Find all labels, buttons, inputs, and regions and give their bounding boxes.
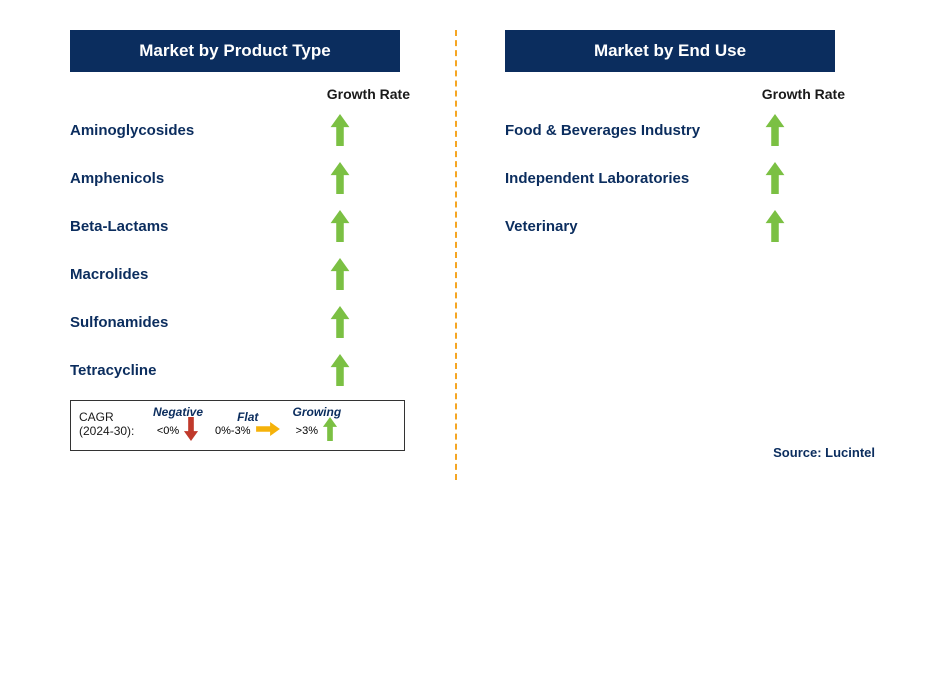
growing-arrow-icon <box>745 210 805 242</box>
row-label: Tetracycline <box>70 362 310 379</box>
growing-arrow-icon <box>310 306 370 338</box>
table-row: Macrolides <box>70 250 450 298</box>
growing-arrow-icon <box>310 258 370 290</box>
row-label: Sulfonamides <box>70 314 310 331</box>
panel-divider <box>455 30 457 480</box>
legend-range-label: >3% <box>296 425 318 437</box>
flat-arrow-icon <box>255 422 281 439</box>
panel-end-use: Market by End Use Growth Rate Food & Bev… <box>505 30 885 480</box>
row-label: Macrolides <box>70 266 310 283</box>
row-label: Independent Laboratories <box>505 170 745 187</box>
table-row: Amphenicols <box>70 154 450 202</box>
header-end-use: Market by End Use <box>505 30 835 72</box>
row-label: Beta-Lactams <box>70 218 310 235</box>
table-row: Beta-Lactams <box>70 202 450 250</box>
growth-rate-label-right: Growth Rate <box>505 86 845 102</box>
row-label: Aminoglycosides <box>70 122 310 139</box>
legend-item-growing: Growing>3% <box>293 405 342 444</box>
table-row: Independent Laboratories <box>505 154 885 202</box>
legend-item-negative: Negative<0% <box>153 405 203 444</box>
growing-arrow-icon <box>322 417 338 444</box>
cagr-legend: CAGR(2024-30): Negative<0% Flat0%-3% Growin… <box>70 400 405 451</box>
legend-range-label: <0% <box>157 425 179 437</box>
growing-arrow-icon <box>310 354 370 386</box>
growing-arrow-icon <box>310 114 370 146</box>
table-row: Tetracycline <box>70 346 450 394</box>
panel-product-type: Market by Product Type Growth Rate Amino… <box>70 30 450 480</box>
row-label: Amphenicols <box>70 170 310 187</box>
growing-arrow-icon <box>745 114 805 146</box>
table-row: Aminoglycosides <box>70 106 450 154</box>
legend-item-flat: Flat0%-3% <box>215 410 280 439</box>
growing-arrow-icon <box>310 162 370 194</box>
row-label: Food & Beverages Industry <box>505 122 745 139</box>
table-row: Food & Beverages Industry <box>505 106 885 154</box>
row-label: Veterinary <box>505 218 745 235</box>
source-attribution: Source: Lucintel <box>773 445 875 460</box>
header-product-type: Market by Product Type <box>70 30 400 72</box>
table-row: Sulfonamides <box>70 298 450 346</box>
negative-arrow-icon <box>183 417 199 444</box>
growing-arrow-icon <box>745 162 805 194</box>
end-use-rows: Food & Beverages Industry Independent Lab… <box>505 106 885 250</box>
infographic-container: Market by Product Type Growth Rate Amino… <box>0 0 945 480</box>
growing-arrow-icon <box>310 210 370 242</box>
growth-rate-label-left: Growth Rate <box>70 86 410 102</box>
legend-period: CAGR(2024-30): <box>79 411 139 439</box>
legend-range-label: 0%-3% <box>215 425 250 437</box>
product-type-rows: Aminoglycosides Amphenicols Beta-Lactams Ma… <box>70 106 450 394</box>
table-row: Veterinary <box>505 202 885 250</box>
